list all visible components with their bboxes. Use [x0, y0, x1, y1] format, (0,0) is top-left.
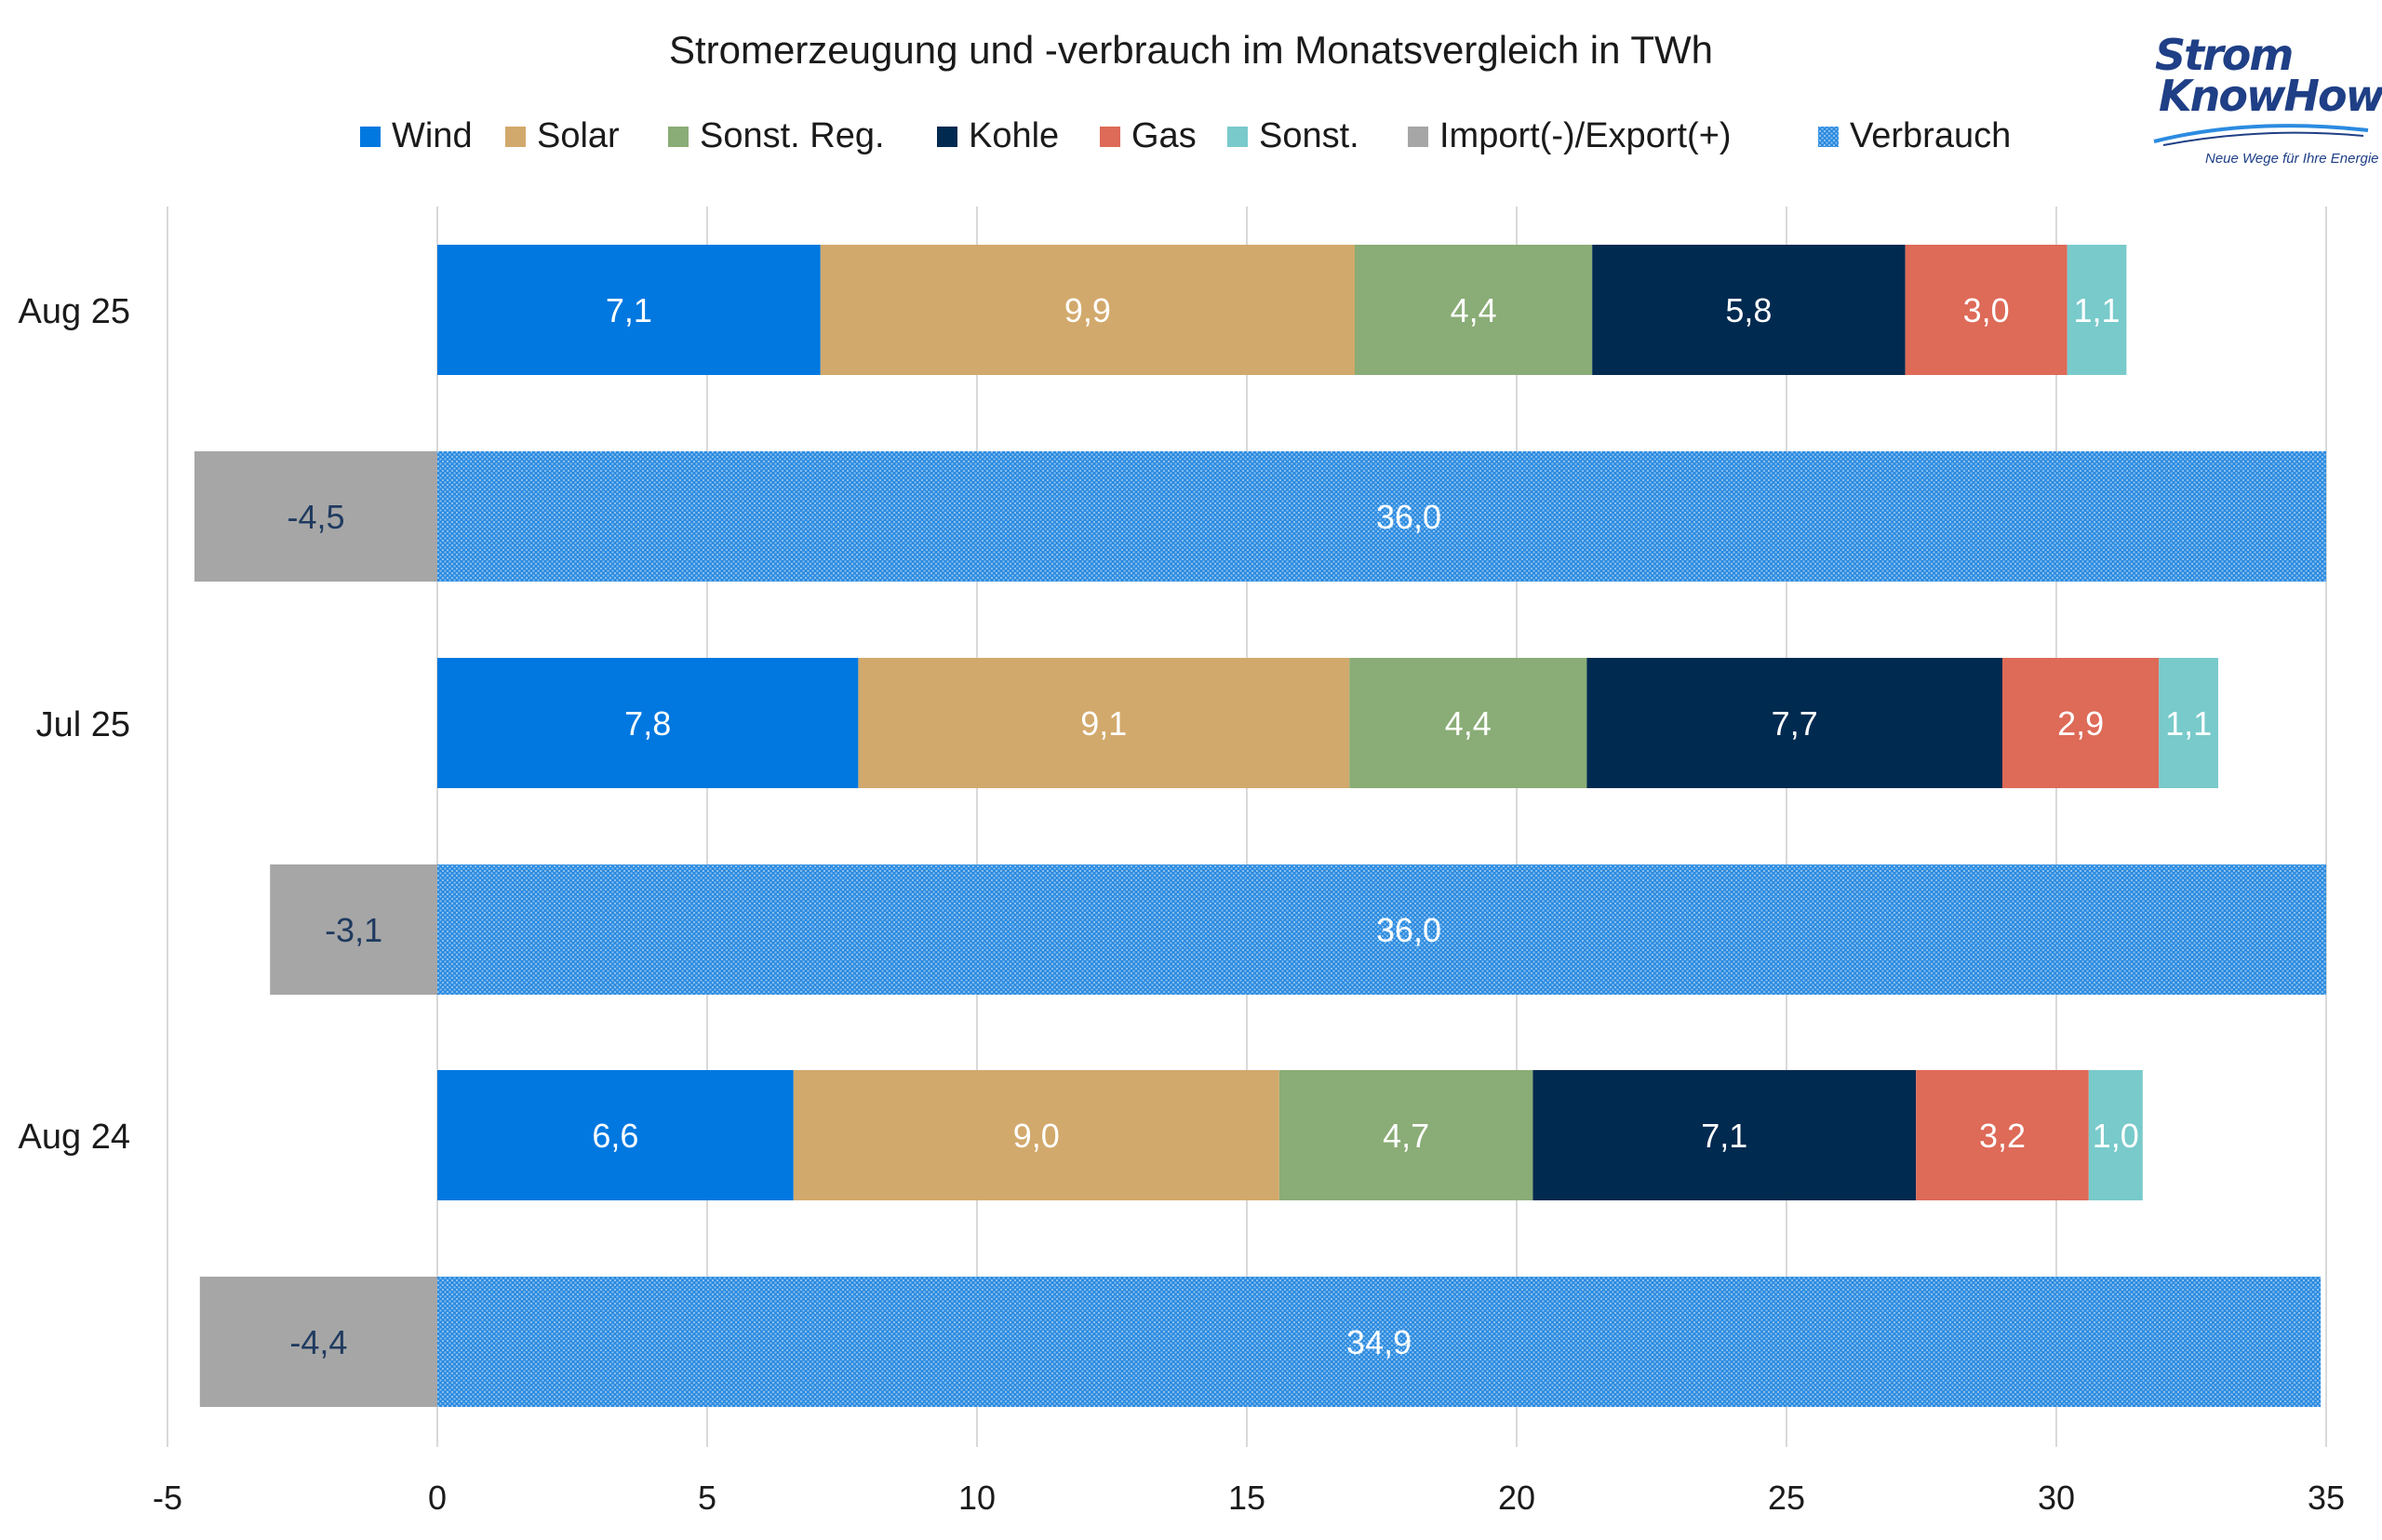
logo-tagline: Neue Wege für Ihre Energie	[2205, 151, 2379, 167]
bar-kohle	[1586, 658, 2002, 788]
bar-sonst	[2067, 245, 2127, 375]
data-label-import-export: -3,1	[325, 911, 382, 949]
legend-label-import-export: Import(-)/Export(+)	[1439, 116, 1732, 155]
bar-gas	[1916, 1070, 2089, 1200]
data-label-sonst-reg: 4,4	[1451, 291, 1497, 329]
bar-import-export	[199, 1277, 437, 1407]
legend-label-sonst: Sonst.	[1259, 116, 1359, 155]
legend-swatch-sonst	[1227, 127, 1248, 147]
data-label-wind: 6,6	[592, 1117, 638, 1155]
bar-wind	[437, 1070, 794, 1200]
legend-swatch-wind	[360, 127, 381, 147]
x-tick-label: 5	[698, 1479, 716, 1517]
bar-solar	[820, 245, 1355, 375]
x-tick-label: 0	[428, 1479, 447, 1517]
data-label-sonst: 1,0	[2093, 1117, 2139, 1155]
data-label-gas: 2,9	[2057, 704, 2104, 743]
bar-gas	[2002, 658, 2160, 788]
data-label-solar: 9,9	[1064, 291, 1111, 329]
legend-swatch-gas	[1100, 127, 1120, 147]
gridlines	[167, 207, 2327, 1447]
legend-swatch-verbrauch	[1818, 127, 1839, 147]
bars: 7,1 9,9 4,4 5,8 3,0 1,1 -4,5 36,0 7,8 9,1 4,4 7,7 2,…	[194, 245, 2326, 1407]
data-label-verbrauch: 36,0	[1376, 911, 1441, 949]
category-label: Aug 24	[19, 1118, 130, 1157]
x-tick-label: 30	[2038, 1479, 2075, 1517]
data-label-sonst-reg: 4,4	[1445, 704, 1492, 743]
axis-labels: -5 0 5 10 15 20 25 30 35 Aug 25 Jul 25 Aug 24	[19, 292, 2345, 1517]
category-label: Aug 25	[19, 292, 130, 331]
data-label-solar: 9,1	[1080, 704, 1127, 743]
data-label-verbrauch: 34,9	[1346, 1323, 1412, 1361]
category-label: Jul 25	[36, 705, 130, 744]
legend-items: Wind Solar Sonst. Reg. Kohle Gas Sonst. Import…	[360, 116, 2011, 155]
bar-sonst-reg	[1349, 658, 1587, 788]
bar-verbrauch	[437, 451, 2326, 582]
bar-solar	[858, 658, 1350, 788]
legend-label-kohle: Kohle	[969, 116, 1059, 155]
bar-wind	[437, 658, 859, 788]
legend-label-solar: Solar	[537, 116, 620, 155]
bar-verbrauch	[437, 864, 2326, 995]
data-label-kohle: 5,8	[1725, 291, 1772, 329]
bar-wind	[437, 245, 821, 375]
legend-label-verbrauch: Verbrauch	[1850, 116, 2011, 155]
data-label-import-export: -4,4	[289, 1323, 347, 1361]
data-label-wind: 7,8	[624, 704, 671, 743]
data-label-sonst-reg: 4,7	[1383, 1117, 1429, 1155]
x-tick-label: -5	[153, 1479, 182, 1517]
bar-sonst	[2159, 658, 2218, 788]
legend-swatch-kohle	[937, 127, 957, 147]
data-label-sonst: 1,1	[2165, 704, 2212, 743]
data-label-gas: 3,2	[1979, 1117, 2026, 1155]
legend-label-sonst-reg: Sonst. Reg.	[700, 116, 885, 155]
bar-sonst-reg	[1278, 1070, 1533, 1200]
bar-solar	[793, 1070, 1279, 1200]
bar-sonst-reg	[1355, 245, 1593, 375]
x-tick-label: 10	[958, 1479, 996, 1517]
bar-gas	[1905, 245, 2068, 375]
legend-swatch-solar	[505, 127, 526, 147]
logo-swoosh-icon	[2153, 124, 2369, 146]
data-label-wind: 7,1	[606, 291, 652, 329]
bar-import-export	[194, 451, 437, 582]
legend-label-gas: Gas	[1131, 116, 1197, 155]
x-tick-label: 35	[2308, 1479, 2345, 1517]
bar-sonst	[2088, 1070, 2143, 1200]
bar-import-export	[270, 864, 437, 995]
x-tick-label: 15	[1228, 1479, 1265, 1517]
bar-kohle	[1532, 1070, 1917, 1200]
logo-text-knowhow: KnowHow	[2159, 71, 2382, 121]
logo: Strom KnowHow Neue Wege für Ihre Energie	[2140, 19, 2382, 177]
data-label-kohle: 7,1	[1701, 1117, 1747, 1155]
data-label-sonst: 1,1	[2073, 291, 2120, 329]
legend-swatch-import-export	[1408, 127, 1428, 147]
logo-text-strom: Strom	[2155, 30, 2294, 80]
bar-kohle	[1592, 245, 1906, 375]
bar-verbrauch	[437, 1277, 2322, 1407]
legend-swatch-sonst-reg	[668, 127, 689, 147]
data-label-import-export: -4,5	[287, 498, 344, 536]
x-tick-label: 20	[1498, 1479, 1535, 1517]
chart-title: Stromerzeugung und -verbrauch im Monatsv…	[669, 28, 1713, 72]
legend: Wind Solar Sonst. Reg. Kohle Gas Sonst. Import…	[360, 116, 2011, 155]
data-label-kohle: 7,7	[1772, 704, 1818, 743]
legend-label-wind: Wind	[392, 116, 473, 155]
data-label-solar: 9,0	[1013, 1117, 1060, 1155]
x-tick-label: 25	[1768, 1479, 1805, 1517]
data-label-verbrauch: 36,0	[1376, 498, 1441, 536]
data-label-gas: 3,0	[1963, 291, 2010, 329]
